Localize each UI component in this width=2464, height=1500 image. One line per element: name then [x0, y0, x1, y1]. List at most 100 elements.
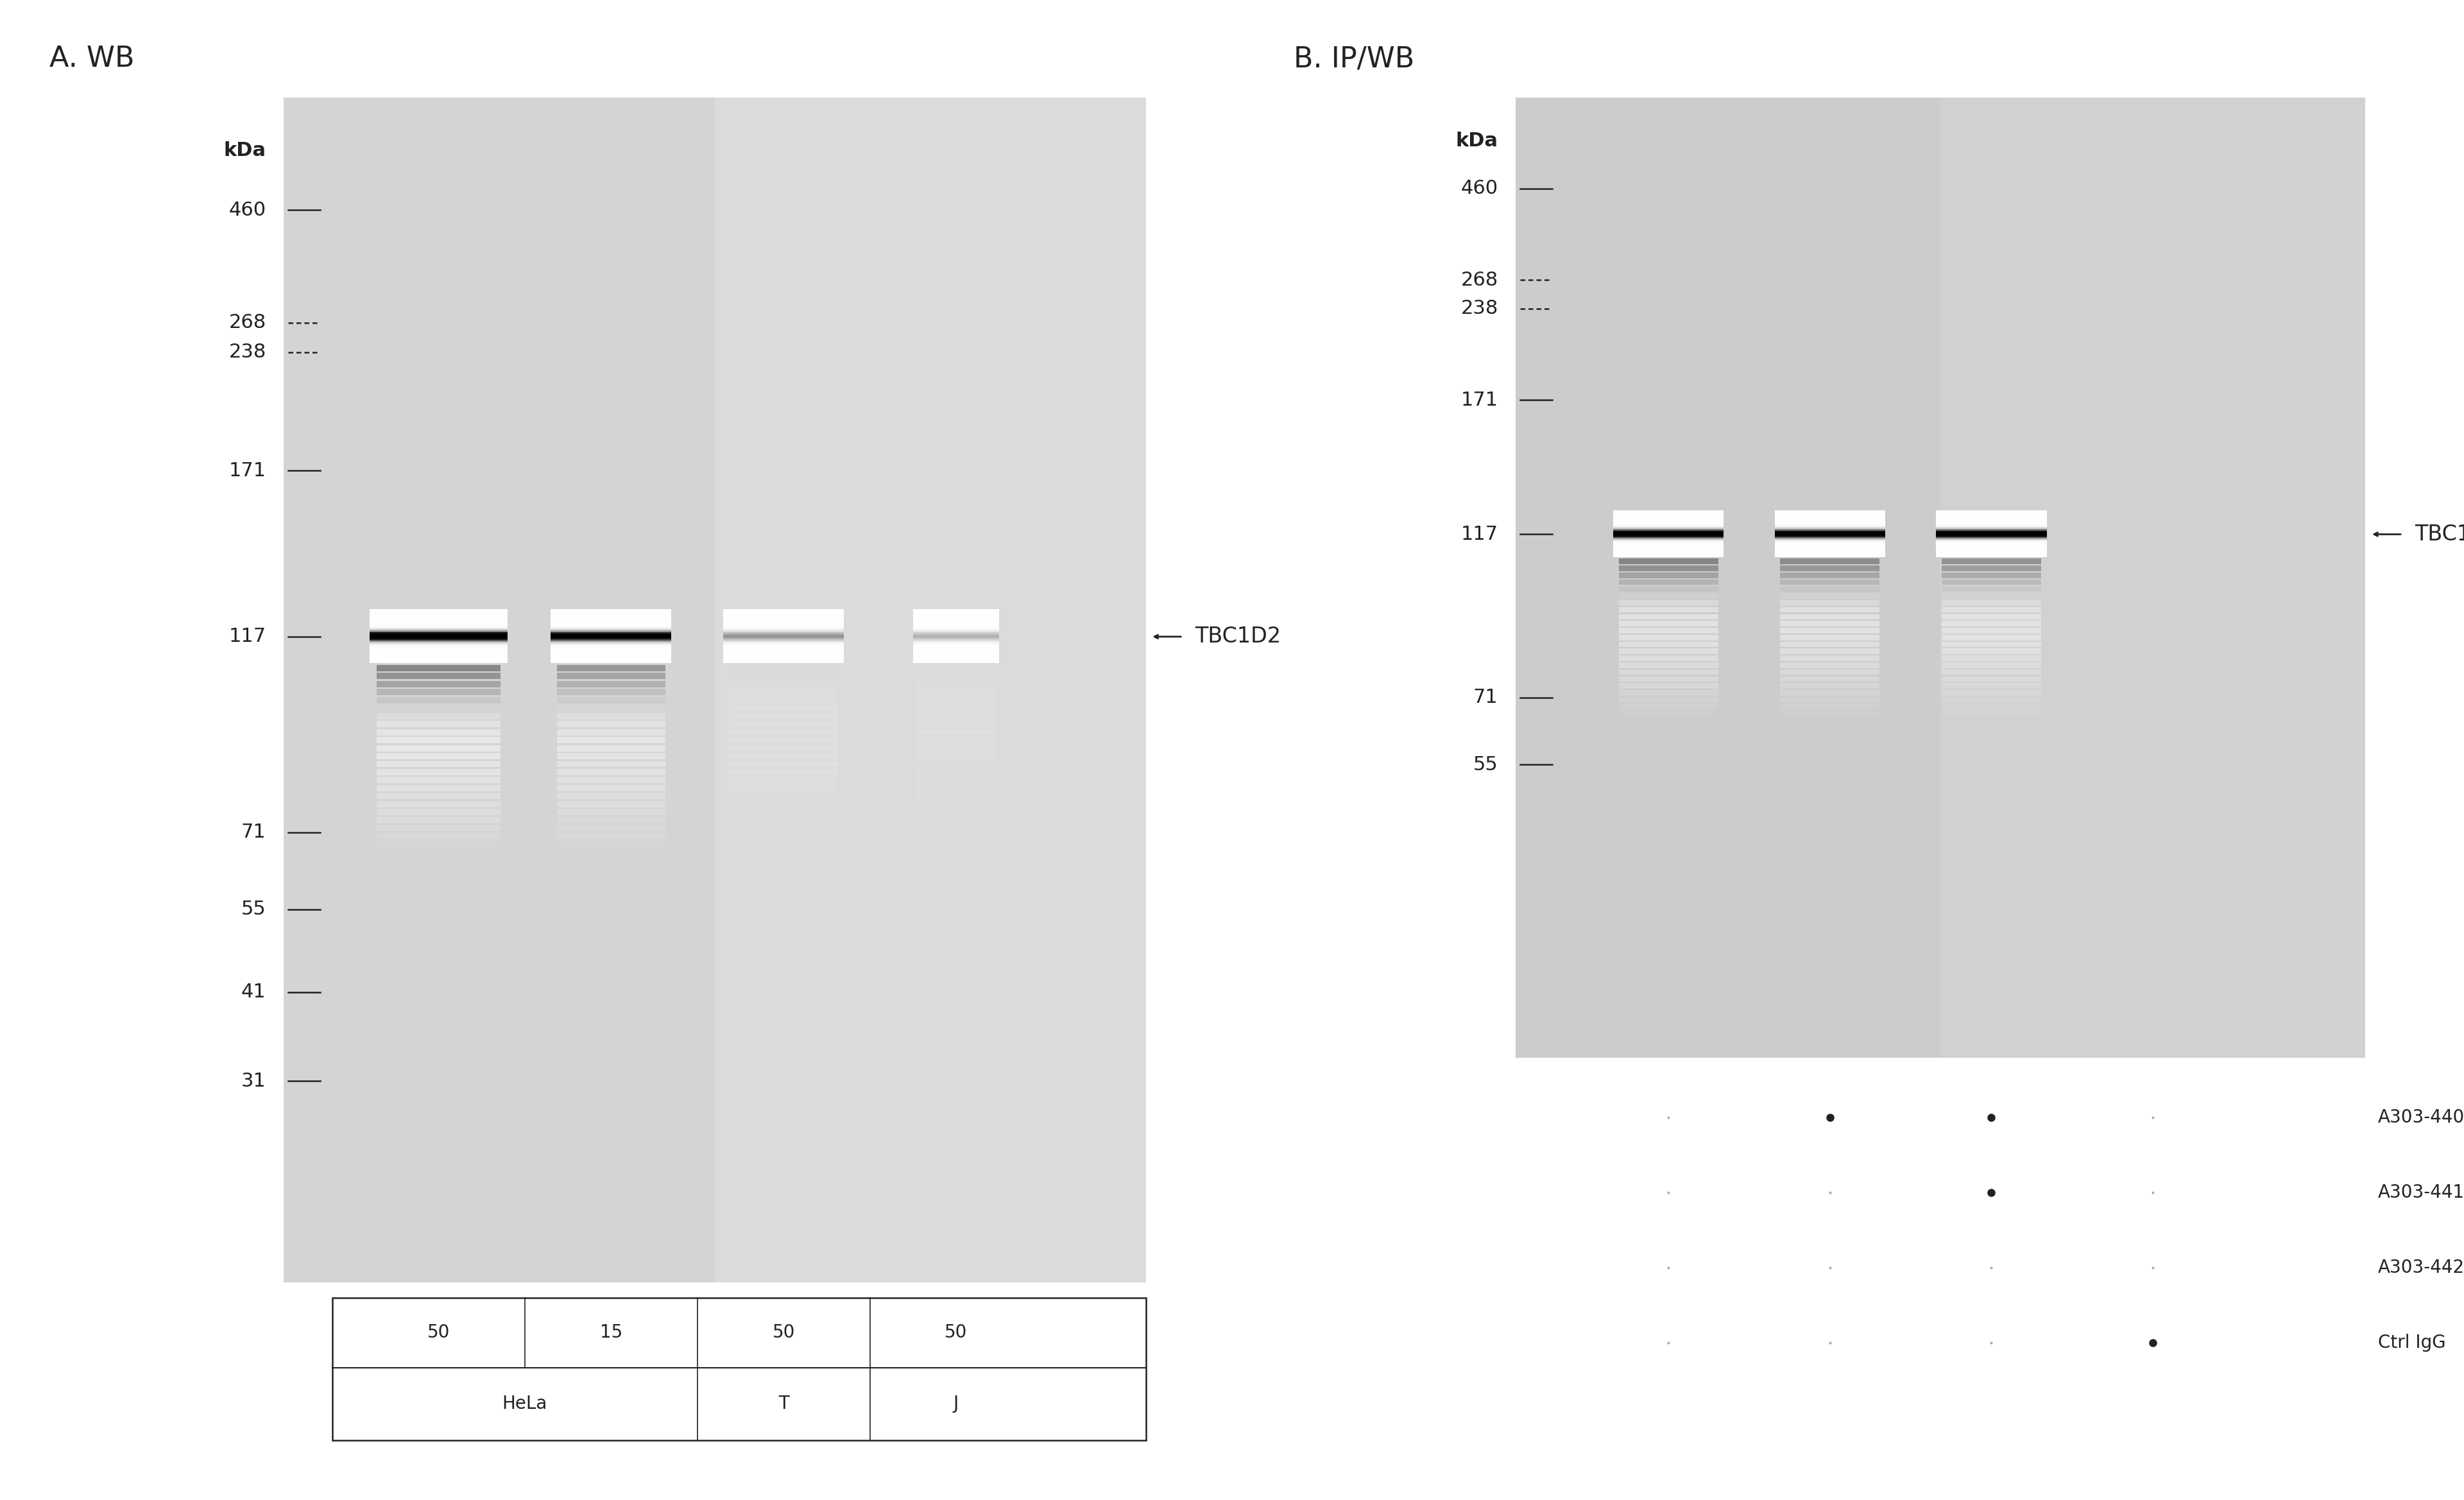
Bar	[917, 729, 995, 735]
Bar	[1774, 555, 1885, 556]
Bar	[1937, 531, 2048, 534]
Bar	[552, 656, 670, 657]
Bar	[552, 627, 670, 628]
Bar	[552, 614, 670, 615]
Bar	[1937, 549, 2048, 550]
Bar	[1614, 519, 1725, 520]
Bar	[1774, 510, 1885, 512]
Bar	[1937, 538, 2048, 540]
Bar	[912, 658, 1000, 660]
Bar	[724, 657, 843, 658]
Bar	[1779, 717, 1880, 723]
Bar	[917, 842, 995, 847]
Bar	[552, 630, 670, 632]
Bar	[552, 627, 670, 628]
Bar	[1779, 566, 1880, 572]
Bar	[1774, 542, 1885, 543]
Text: 460: 460	[229, 201, 266, 219]
Bar	[377, 808, 500, 816]
Bar	[552, 652, 670, 656]
Bar	[729, 688, 838, 696]
Bar	[1619, 587, 1717, 592]
Bar	[1942, 614, 2040, 620]
Bar	[729, 722, 838, 728]
Bar	[724, 634, 843, 636]
Bar	[557, 664, 665, 672]
Bar	[1937, 555, 2048, 558]
Bar	[1774, 531, 1885, 532]
Bar	[724, 656, 843, 658]
Bar	[1619, 677, 1717, 682]
Bar	[552, 620, 670, 621]
Bar	[370, 627, 508, 628]
Bar	[912, 648, 1000, 651]
Text: HeLa: HeLa	[503, 1395, 547, 1413]
Bar	[1619, 552, 1717, 558]
Bar	[552, 628, 670, 630]
Bar	[370, 640, 508, 642]
Bar	[912, 634, 1000, 636]
Bar	[557, 753, 665, 759]
Bar	[377, 849, 500, 855]
Bar	[377, 794, 500, 800]
Bar	[1937, 549, 2048, 550]
Bar	[377, 674, 500, 680]
Bar	[1619, 704, 1717, 709]
Bar	[1942, 600, 2040, 606]
Bar	[1779, 594, 1880, 598]
Bar	[1619, 558, 1717, 564]
Bar	[917, 849, 995, 855]
Bar	[1619, 648, 1717, 654]
Bar	[724, 642, 843, 644]
Bar	[917, 681, 995, 687]
Bar	[552, 638, 670, 639]
Bar	[1779, 600, 1880, 606]
Bar	[552, 639, 670, 640]
Bar	[1774, 534, 1885, 536]
Bar	[912, 615, 1000, 618]
Bar	[912, 634, 1000, 636]
Bar	[377, 698, 500, 704]
Bar	[1937, 534, 2048, 536]
Bar	[1619, 690, 1717, 696]
Bar	[1614, 522, 1725, 524]
Bar	[370, 662, 508, 663]
Bar	[1774, 544, 1885, 546]
Bar	[370, 630, 508, 632]
Bar	[552, 612, 670, 614]
Bar	[1614, 514, 1725, 516]
Bar	[1619, 552, 1717, 558]
Bar	[1937, 513, 2048, 514]
Bar	[1774, 530, 1885, 531]
Bar	[1614, 555, 1725, 558]
Bar	[1779, 558, 1880, 564]
Bar	[1937, 526, 2048, 528]
Bar	[552, 622, 670, 626]
Bar	[917, 770, 995, 776]
Bar	[912, 626, 1000, 627]
Bar	[1774, 518, 1885, 519]
Bar	[715, 98, 1146, 1282]
Bar	[1942, 690, 2040, 696]
Bar	[1774, 543, 1885, 546]
Bar	[1937, 514, 2048, 517]
Bar	[1614, 525, 1725, 526]
Bar	[1614, 526, 1725, 530]
Bar	[724, 633, 843, 634]
Bar	[724, 658, 843, 660]
Bar	[1779, 573, 1880, 578]
Bar	[552, 642, 670, 644]
Bar	[729, 664, 838, 672]
Bar	[912, 614, 1000, 615]
Bar	[1614, 510, 1725, 512]
Bar	[1774, 522, 1885, 524]
Text: 71: 71	[241, 824, 266, 842]
Bar	[1942, 648, 2040, 654]
Bar	[912, 639, 1000, 640]
Bar	[1774, 537, 1885, 538]
Bar	[1942, 717, 2040, 723]
Bar	[1937, 519, 2048, 520]
Bar	[1937, 555, 2048, 556]
Bar	[729, 784, 838, 792]
Bar	[1774, 542, 1885, 543]
